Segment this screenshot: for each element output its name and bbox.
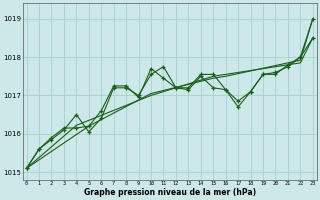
X-axis label: Graphe pression niveau de la mer (hPa): Graphe pression niveau de la mer (hPa) (84, 188, 256, 197)
